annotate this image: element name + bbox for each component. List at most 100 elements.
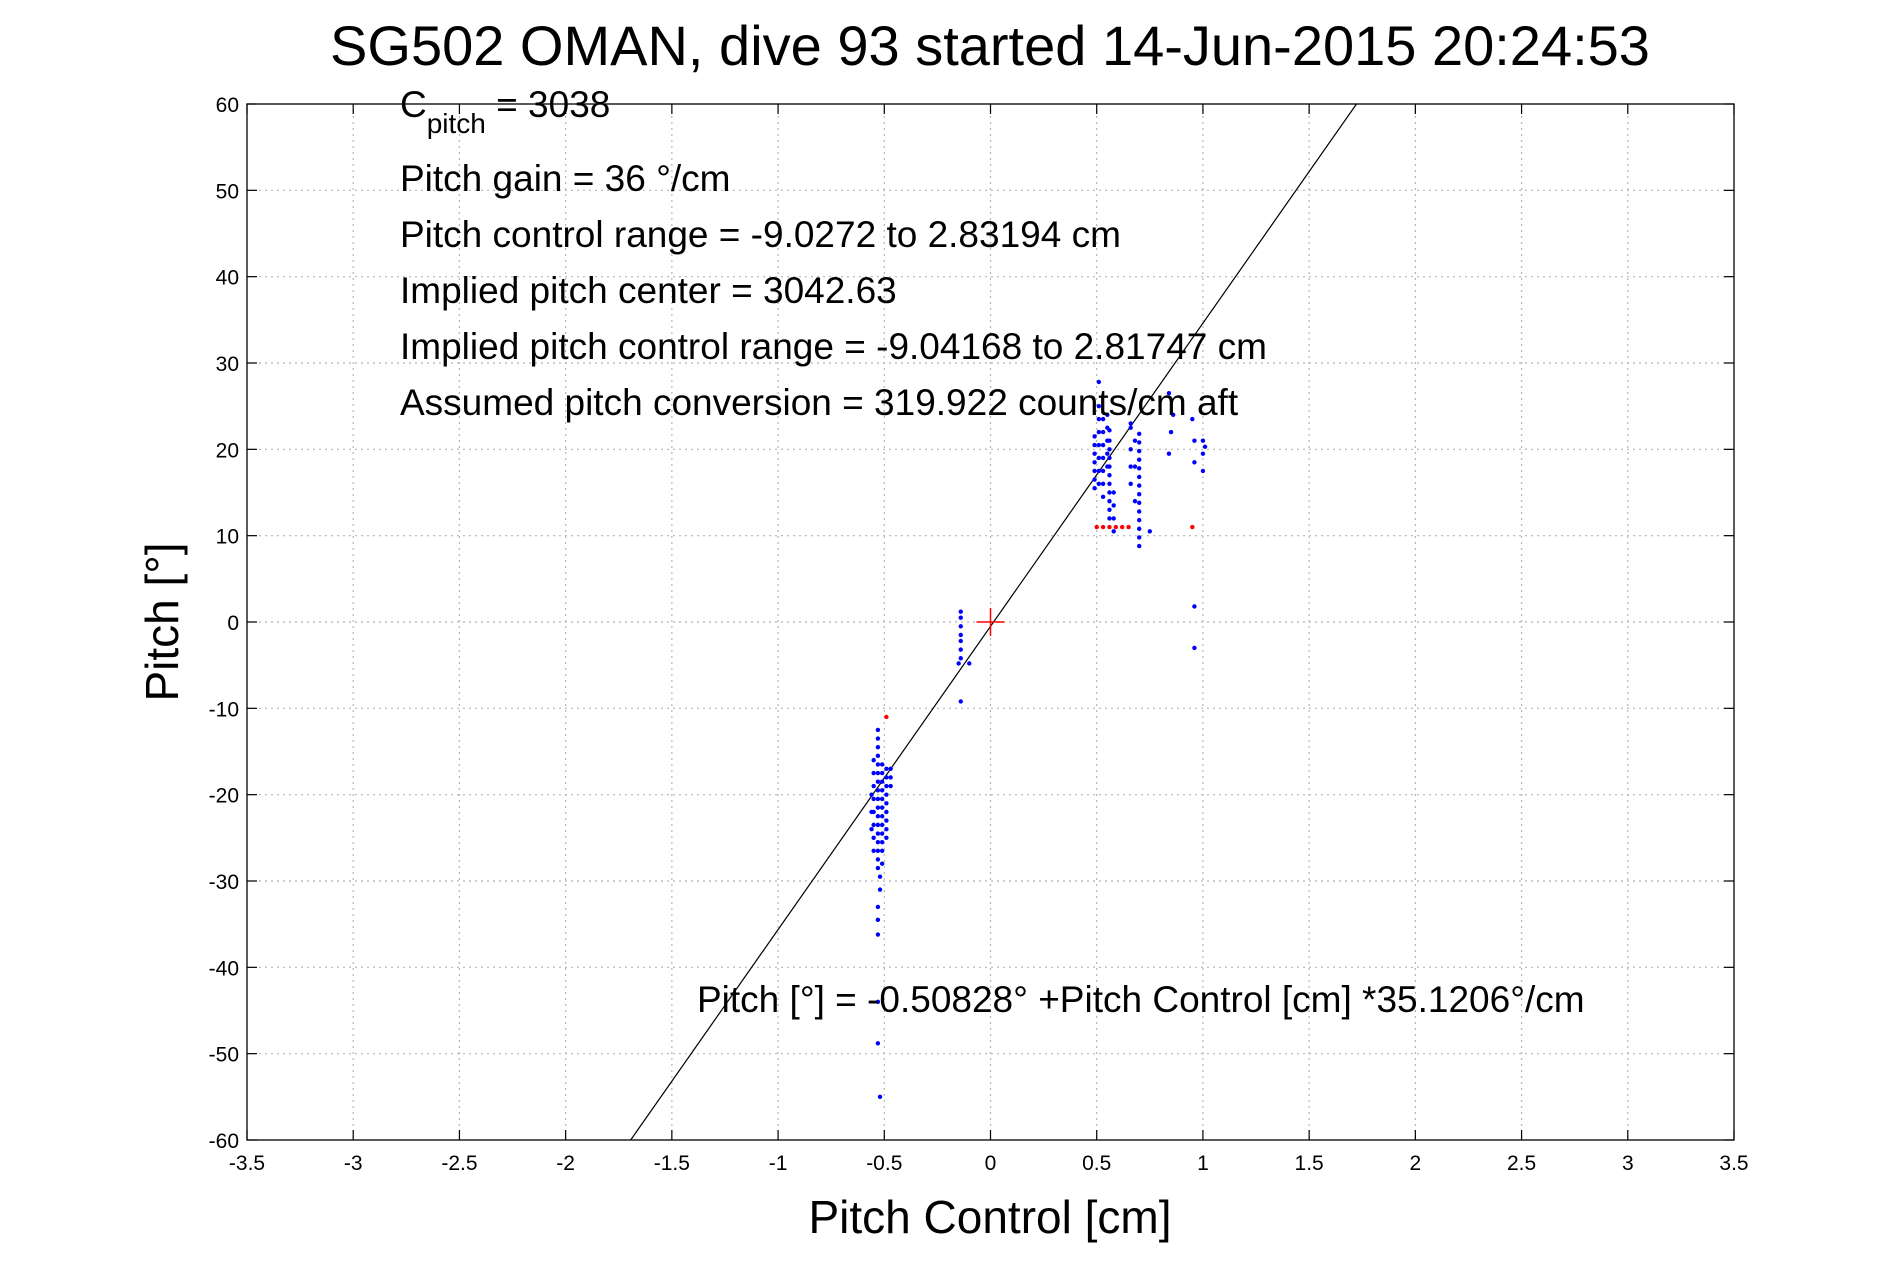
y-axis-label: Pitch [°] <box>136 542 188 701</box>
data-point <box>1137 492 1142 497</box>
annotation-pitch-control-range: Pitch control range = -9.0272 to 2.83194… <box>400 214 1121 255</box>
data-point <box>1100 481 1106 487</box>
data-point <box>1190 416 1195 422</box>
y-tick-label: 50 <box>216 180 239 203</box>
data-point <box>1113 524 1119 530</box>
data-point <box>1137 431 1142 436</box>
data-point <box>1137 466 1142 471</box>
data-point <box>875 848 881 853</box>
data-point <box>884 827 889 832</box>
grid-lines <box>247 104 1734 1140</box>
data-point <box>875 814 881 819</box>
x-tick-label: -2.5 <box>441 1152 477 1175</box>
x-tick-label: -1 <box>769 1152 788 1175</box>
data-point <box>1107 428 1112 433</box>
data-point <box>1137 535 1142 540</box>
data-point <box>1137 500 1142 506</box>
y-tick-label: 0 <box>227 612 239 635</box>
data-point <box>1100 494 1106 500</box>
data-point <box>875 999 881 1005</box>
data-point <box>875 805 881 810</box>
data-point <box>1107 473 1112 478</box>
data-point <box>1137 448 1142 454</box>
data-point <box>875 857 881 862</box>
data-point <box>1105 412 1110 417</box>
annotation-implied-pitch-center: Implied pitch center = 3042.63 <box>400 270 897 311</box>
data-point <box>1137 440 1142 445</box>
data-point <box>1096 429 1102 435</box>
data-point <box>1107 455 1112 461</box>
data-point <box>1166 451 1172 456</box>
data-point <box>888 783 893 789</box>
data-point <box>1092 451 1097 456</box>
data-point <box>1137 526 1142 531</box>
data-point <box>875 788 881 793</box>
data-point <box>871 757 876 763</box>
data-point <box>1094 524 1099 530</box>
data-point <box>879 779 885 784</box>
data-point <box>1202 444 1208 449</box>
x-tick-labels: -3.5 -3 -2.5 -2 -1.5 -1 -0.5 0 0.5 1 1.5 2 2.5 3 3.5 <box>229 1152 1749 1175</box>
data-point <box>1100 524 1106 530</box>
data-point <box>879 839 885 845</box>
y-tick-label: 10 <box>216 526 239 549</box>
data-point <box>884 801 889 806</box>
data-point <box>958 699 963 704</box>
data-point <box>869 792 874 797</box>
y-tick-label: -50 <box>209 1044 239 1067</box>
data-point <box>1092 442 1097 448</box>
data-point <box>1192 645 1197 651</box>
data-point <box>1096 416 1102 422</box>
data-point <box>1092 460 1097 465</box>
data-point <box>1100 429 1106 435</box>
data-point <box>879 805 885 810</box>
data-point <box>875 770 881 776</box>
data-point <box>871 822 876 828</box>
x-tick-label: -3 <box>344 1152 363 1175</box>
data-point <box>1100 416 1106 422</box>
annotation-c-pitch-value: = 3038 <box>486 84 610 125</box>
annotation-implied-range: Implied pitch control range = -9.04168 t… <box>400 326 1267 367</box>
data-point <box>875 904 881 910</box>
data-point <box>877 1094 883 1100</box>
data-point <box>875 736 881 741</box>
data-point <box>1147 529 1153 534</box>
data-point <box>871 796 876 802</box>
data-point <box>1200 438 1206 443</box>
data-point <box>875 865 881 871</box>
data-point <box>879 831 885 836</box>
data-point <box>875 822 881 828</box>
data-point <box>884 809 889 815</box>
data-point <box>1128 421 1133 426</box>
data-point <box>958 647 963 652</box>
x-tick-label: -0.5 <box>866 1152 902 1175</box>
data-point <box>879 822 885 828</box>
data-point <box>875 753 881 759</box>
data-point <box>1092 468 1097 474</box>
data-point <box>958 632 963 638</box>
annotation-fit-equation: Pitch [°] = -0.50828° +Pitch Control [cm… <box>697 979 1585 1020</box>
data-point <box>1100 455 1106 461</box>
data-point <box>1096 468 1102 474</box>
data-point <box>1107 447 1112 452</box>
data-point <box>875 796 881 802</box>
data-point <box>1137 543 1142 549</box>
data-point <box>888 775 893 780</box>
data-points <box>869 379 1208 1100</box>
data-point <box>884 766 889 771</box>
data-point <box>879 796 885 802</box>
data-point <box>871 848 876 853</box>
y-tick-label: -20 <box>209 785 239 808</box>
data-point <box>1200 468 1206 474</box>
data-point <box>1092 434 1097 439</box>
data-point <box>888 766 893 771</box>
data-point <box>1107 464 1112 469</box>
data-point <box>1107 498 1112 504</box>
y-tick-label: -60 <box>209 1130 239 1153</box>
data-point <box>875 1041 881 1046</box>
data-point <box>1137 509 1142 514</box>
data-point <box>1132 438 1138 443</box>
data-point <box>1111 490 1116 495</box>
data-point <box>879 762 885 767</box>
y-tick-labels: -60 -50 -40 -30 -20 -10 0 10 20 30 40 50 60 <box>209 94 239 1153</box>
